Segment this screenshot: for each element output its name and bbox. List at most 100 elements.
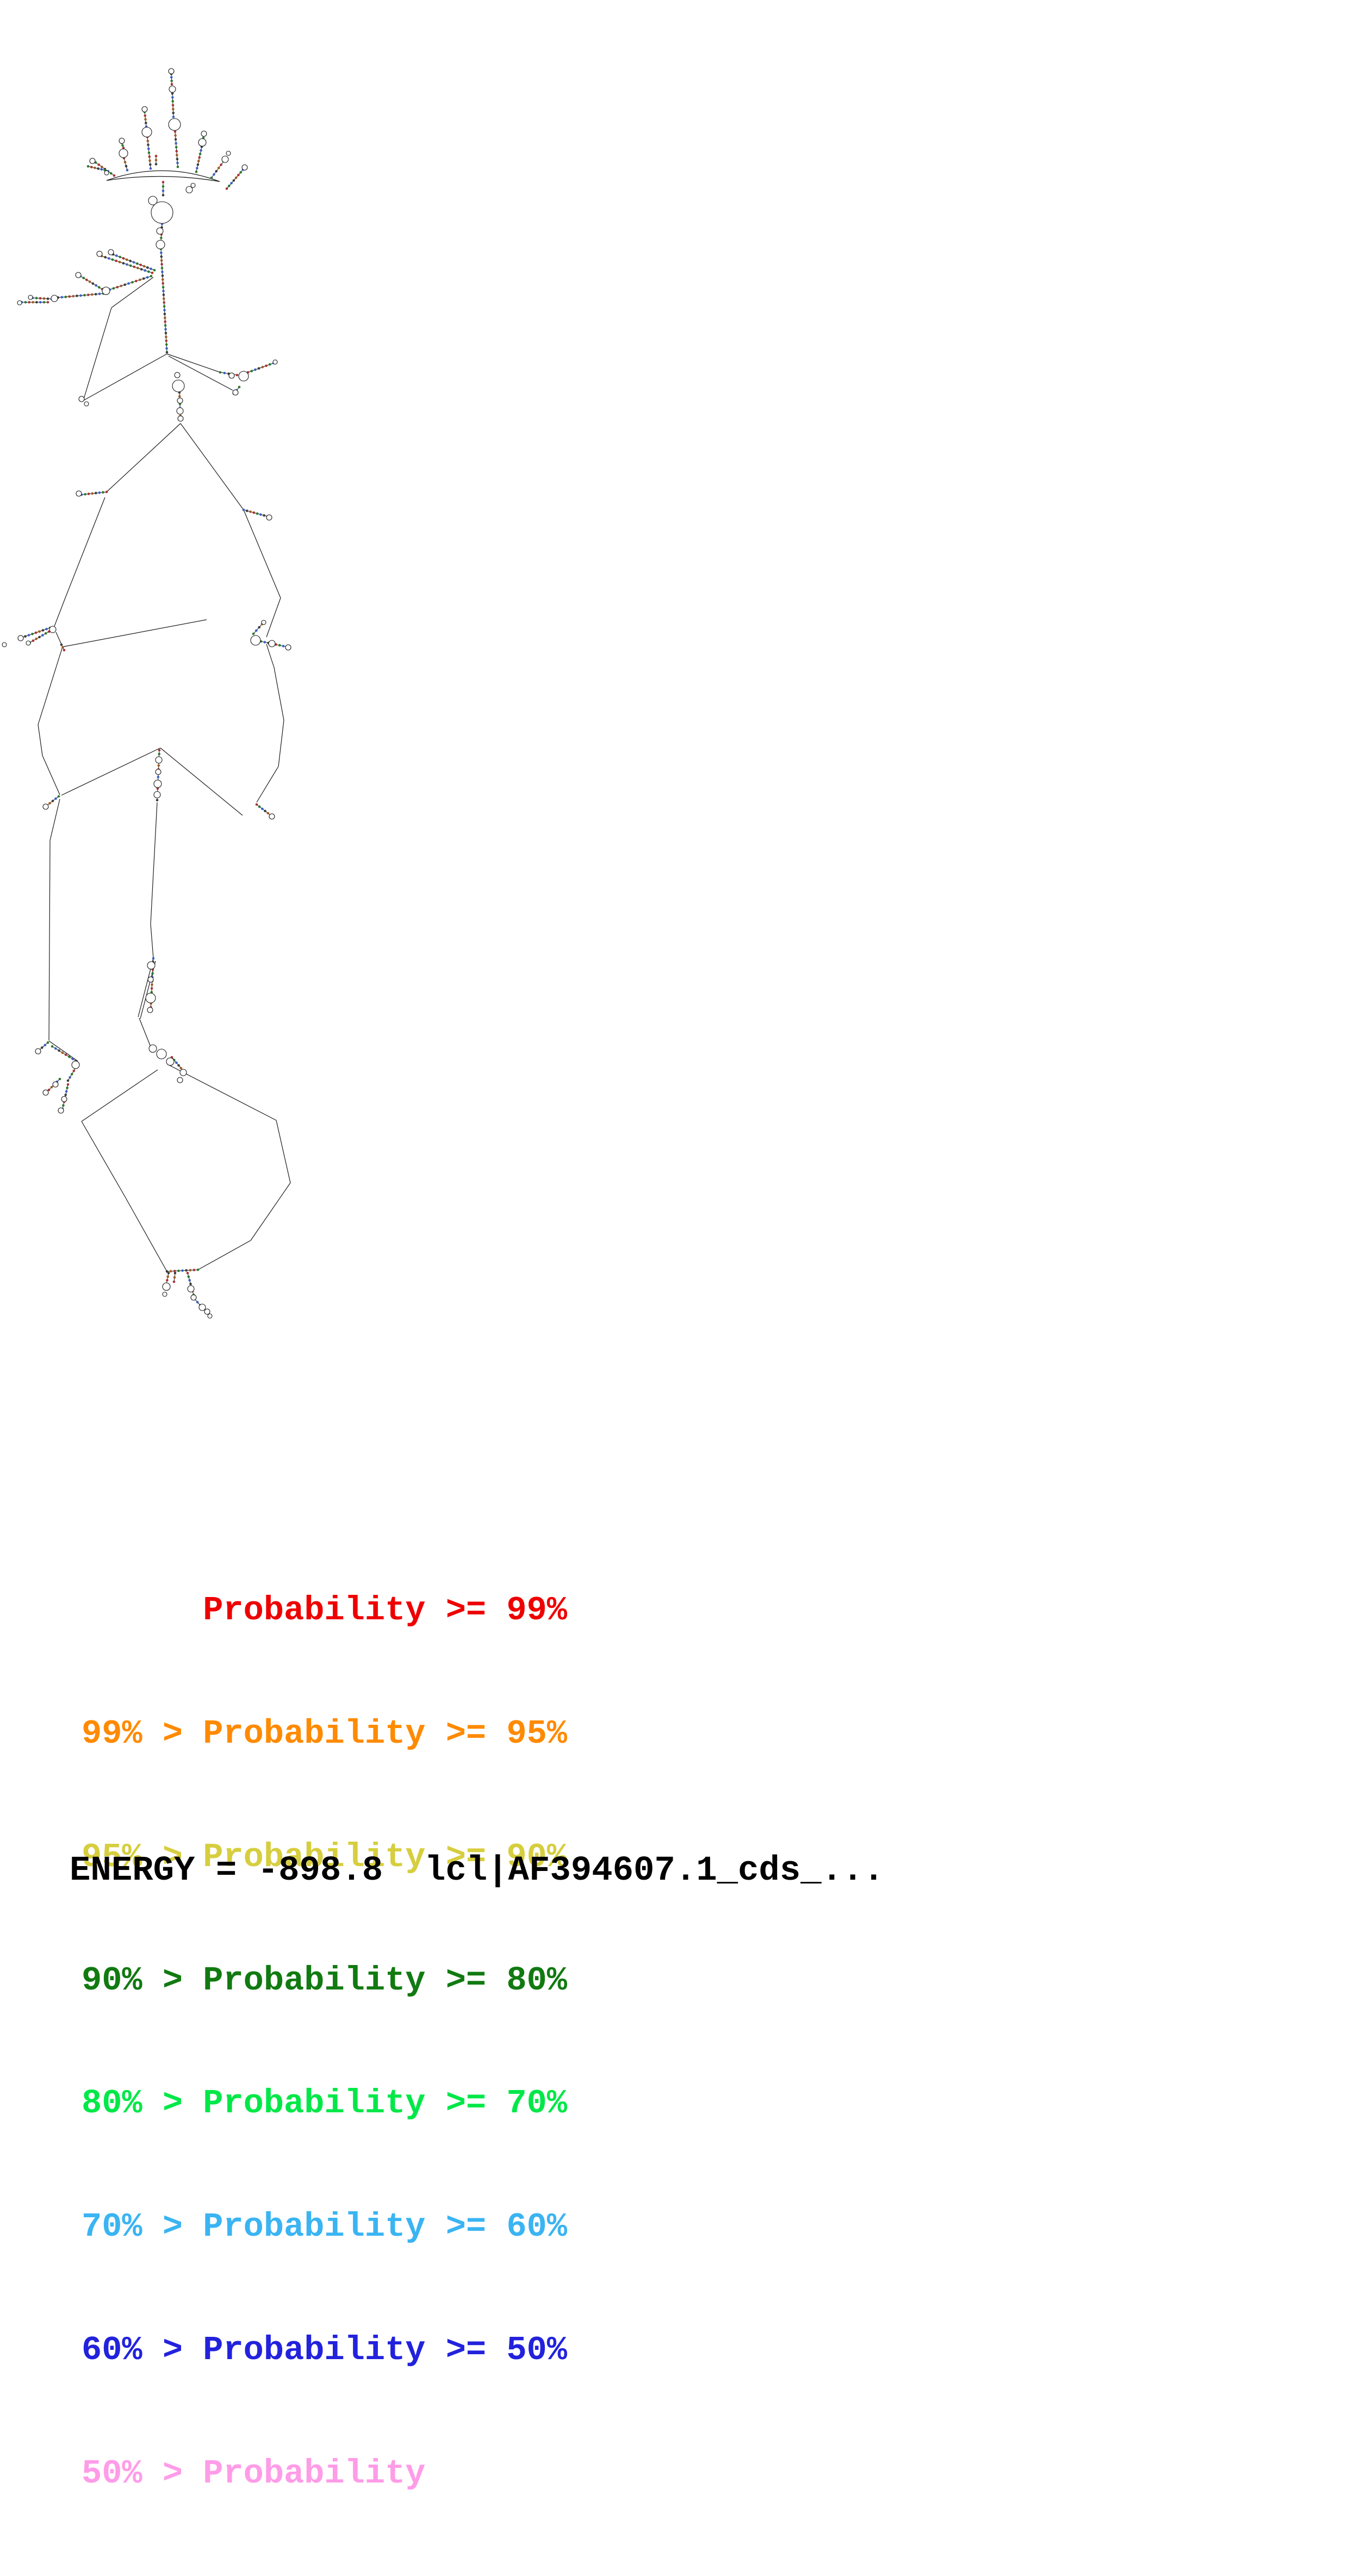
loop-circle xyxy=(141,127,152,138)
base-dot xyxy=(198,156,201,159)
loop-circle xyxy=(204,1308,210,1315)
base-dot xyxy=(165,351,169,354)
loop-circle xyxy=(156,240,165,250)
loop-circle xyxy=(49,626,57,633)
backbone-line xyxy=(160,747,243,816)
base-dot xyxy=(38,630,41,633)
base-dot xyxy=(174,138,177,141)
base-dot xyxy=(41,629,45,632)
backbone-line xyxy=(139,1018,152,1049)
base-dot xyxy=(142,265,146,268)
base-dot xyxy=(269,363,271,366)
loop-circle xyxy=(78,396,85,402)
base-dot xyxy=(91,492,94,495)
base-dot xyxy=(255,803,258,806)
base-dot xyxy=(250,370,253,372)
base-dot xyxy=(232,179,235,182)
backbone-line xyxy=(150,802,158,925)
loop-circle xyxy=(201,130,207,137)
base-dot xyxy=(171,104,175,107)
base-dot xyxy=(179,1066,183,1070)
backbone-line xyxy=(250,1182,291,1241)
base-dot xyxy=(113,174,116,177)
backbone-line xyxy=(111,277,154,308)
base-dot xyxy=(104,255,107,259)
base-dot xyxy=(165,335,167,339)
loop-circle xyxy=(17,300,22,305)
base-dot xyxy=(176,165,179,169)
stem-line xyxy=(123,158,128,171)
base-dot xyxy=(153,269,156,272)
loop-circle xyxy=(108,249,114,255)
backbone-arc xyxy=(106,170,220,182)
base-dot xyxy=(115,259,117,263)
base-dot xyxy=(144,269,147,272)
base-dot xyxy=(154,154,158,158)
backbone-line xyxy=(106,423,181,492)
base-dot xyxy=(44,1044,46,1046)
base-dot xyxy=(174,134,177,137)
legend-row-95-90: 95% > Probability >= 90% xyxy=(82,1837,567,1876)
loop-circle xyxy=(250,635,261,646)
base-dot xyxy=(98,292,101,295)
base-dot xyxy=(150,275,153,278)
base-dot xyxy=(178,395,181,398)
base-dot xyxy=(146,266,149,269)
plot-page: Probability >= 99% 99% > Probability >= … xyxy=(2,68,884,2493)
base-dot xyxy=(102,491,104,494)
loop-circle xyxy=(179,1069,187,1076)
base-dot xyxy=(142,277,145,280)
base-dot xyxy=(213,173,215,176)
base-dot xyxy=(51,1045,54,1048)
base-dot xyxy=(172,111,175,115)
base-dot xyxy=(111,258,114,261)
backbone-line xyxy=(276,1120,291,1183)
base-dot xyxy=(63,648,66,652)
base-dot xyxy=(282,645,285,647)
backbone-line xyxy=(54,597,66,627)
loop-circle xyxy=(155,769,161,775)
base-dot xyxy=(151,972,154,975)
base-dot xyxy=(48,802,51,805)
energy-label: ENERGY = -898.8 lcl|AF394607.1_cds_... xyxy=(70,1851,884,1891)
base-dot xyxy=(138,278,141,282)
base-dot xyxy=(64,1053,67,1056)
base-dot xyxy=(249,510,252,513)
loop-circle xyxy=(176,407,184,415)
base-dot xyxy=(119,255,121,259)
base-dot xyxy=(135,279,138,283)
loop-circle xyxy=(221,155,229,163)
base-dot xyxy=(105,490,108,494)
loop-circle xyxy=(2,642,7,647)
legend-row-80-70: 80% > Probability >= 70% xyxy=(82,2084,567,2123)
base-dot xyxy=(35,297,38,300)
backbone-line xyxy=(243,509,281,598)
base-dot xyxy=(144,114,147,117)
base-dot xyxy=(163,313,166,315)
base-dot xyxy=(185,1269,188,1272)
base-dot xyxy=(24,301,27,304)
loop-circle xyxy=(17,635,24,641)
base-dot xyxy=(238,385,241,389)
base-dot xyxy=(83,294,86,297)
backbone-line xyxy=(166,353,221,373)
base-dot xyxy=(176,161,179,165)
base-dot xyxy=(64,1094,67,1096)
base-dot xyxy=(196,1301,199,1303)
backbone-line xyxy=(278,720,284,767)
base-dot xyxy=(44,632,47,635)
base-dot xyxy=(164,320,167,323)
stem-line xyxy=(39,1042,48,1051)
base-dot xyxy=(66,1087,69,1089)
base-dot xyxy=(263,514,266,517)
base-dot xyxy=(28,301,30,304)
base-dot xyxy=(163,297,165,300)
legend-row-prob-ge-99: Probability >= 99% xyxy=(82,1591,567,1630)
base-dot xyxy=(187,1275,190,1278)
base-dot xyxy=(225,187,228,190)
stem-line xyxy=(166,1273,169,1284)
base-dot xyxy=(60,643,63,646)
loop-circle xyxy=(58,1107,64,1114)
loop-circle xyxy=(102,286,110,295)
base-dot xyxy=(154,163,158,166)
